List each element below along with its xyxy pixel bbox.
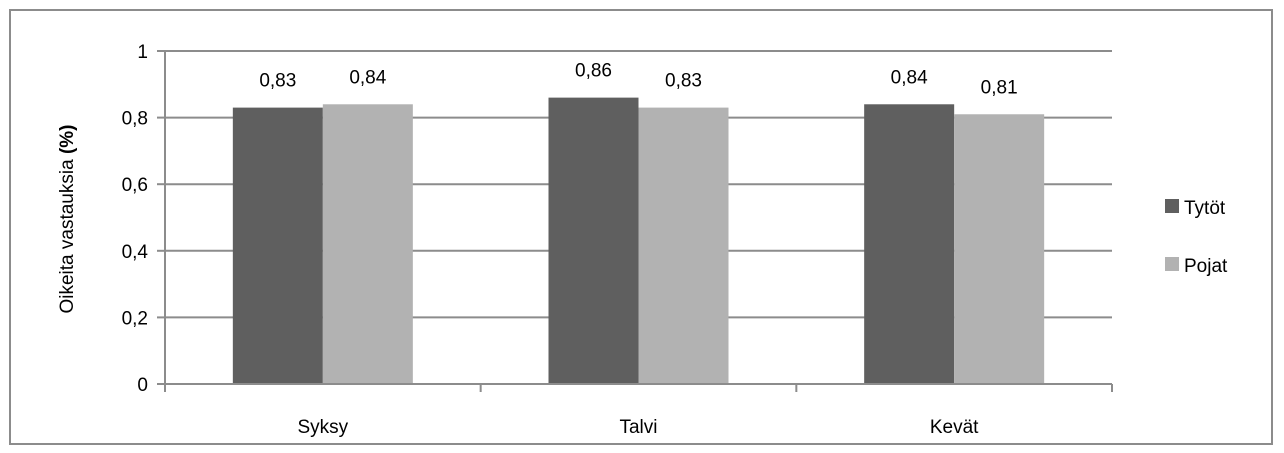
data-labels: 0,83 0,84 0,86 0,83 0,84 0,81 — [259, 61, 1017, 99]
legend-swatch — [1165, 257, 1179, 271]
bar — [322, 104, 413, 384]
data-label: 0,86 — [575, 61, 612, 82]
x-tick-label: Syksy — [297, 417, 348, 438]
data-label: 0,84 — [349, 67, 386, 88]
y-tick-label: 0 — [137, 375, 148, 396]
legend-swatch — [1165, 199, 1179, 213]
x-tick-label: Talvi — [619, 417, 657, 438]
legend-label: Pojat — [1184, 256, 1228, 277]
bar — [638, 107, 729, 385]
data-label: 0,81 — [981, 77, 1018, 98]
y-tick-label: 0,8 — [122, 109, 148, 130]
y-axis-label: Oikeita vastauksia (%) — [57, 124, 78, 313]
data-label: 0,83 — [665, 71, 702, 92]
x-tick-label: Kevät — [930, 417, 979, 438]
y-tick-label: 1 — [137, 42, 148, 63]
y-tick-label: 0,6 — [122, 175, 148, 196]
data-label: 0,83 — [259, 71, 296, 92]
bars — [232, 97, 1045, 385]
y-axis-label-main: Oikeita vastauksia — [57, 154, 78, 313]
bar — [864, 104, 955, 384]
y-tick-label: 0,4 — [122, 242, 149, 263]
bar — [548, 97, 639, 385]
bar — [232, 107, 323, 385]
y-axis-label-unit: (%) — [57, 124, 78, 154]
data-label: 0,84 — [891, 67, 928, 88]
y-tick-labels: 0 0,2 0,4 0,6 0,8 1 — [122, 42, 149, 396]
bar — [954, 114, 1045, 385]
axes — [157, 50, 1113, 392]
legend-label: Tytöt — [1184, 198, 1226, 219]
legend: Tytöt Pojat — [1165, 198, 1228, 277]
y-tick-label: 0,2 — [122, 308, 148, 329]
x-tick-labels: Syksy Talvi Kevät — [297, 417, 979, 438]
